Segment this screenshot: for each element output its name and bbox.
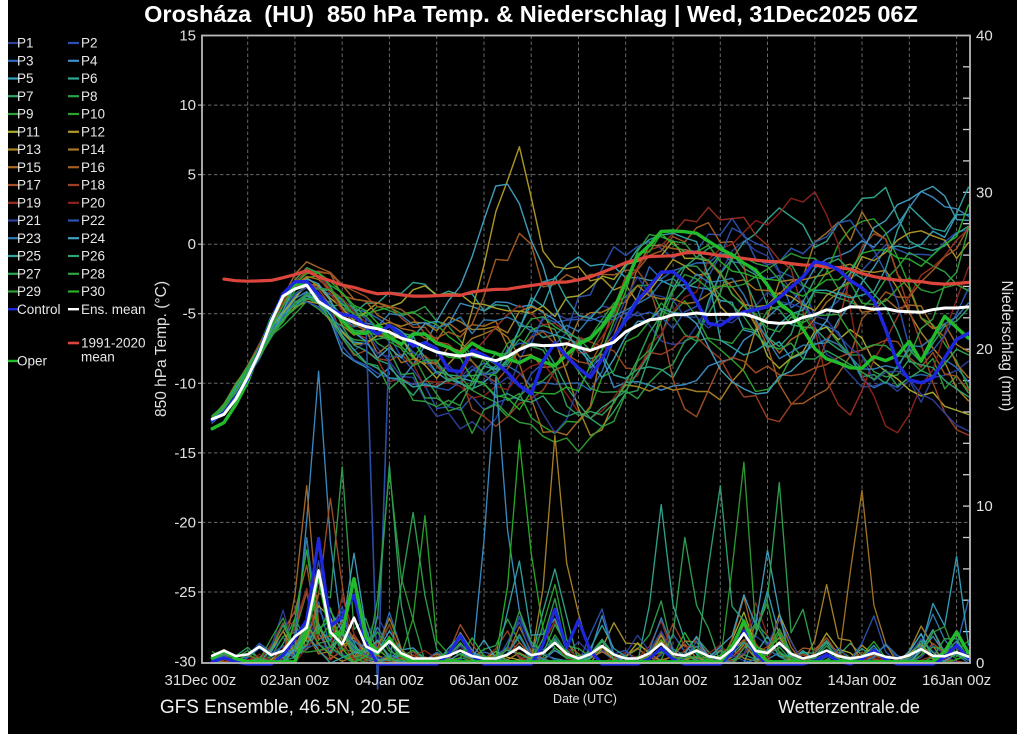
svg-text:-10: -10 [174, 375, 196, 392]
svg-text:0: 0 [188, 236, 196, 253]
svg-text:P16: P16 [81, 160, 105, 175]
svg-text:06Jan 00z: 06Jan 00z [449, 672, 518, 689]
svg-text:15: 15 [179, 28, 196, 45]
svg-text:P1: P1 [17, 36, 34, 51]
svg-text:P10: P10 [81, 107, 105, 122]
svg-text:P7: P7 [17, 89, 34, 104]
svg-text:P13: P13 [17, 142, 41, 157]
svg-text:P8: P8 [81, 89, 98, 104]
svg-text:04Jan 00z: 04Jan 00z [355, 672, 424, 689]
svg-text:P14: P14 [81, 142, 106, 157]
svg-text:5: 5 [188, 167, 196, 184]
svg-text:P23: P23 [17, 231, 41, 246]
svg-text:10Jan 00z: 10Jan 00z [638, 672, 707, 689]
svg-text:30: 30 [976, 184, 993, 201]
svg-text:P5: P5 [17, 71, 34, 86]
svg-text:-30: -30 [174, 654, 196, 671]
svg-text:Date (UTC): Date (UTC) [553, 692, 617, 706]
svg-text:10: 10 [976, 498, 993, 515]
svg-text:P24: P24 [81, 231, 106, 246]
svg-text:Control: Control [17, 302, 61, 317]
svg-text:31Dec 00z: 31Dec 00z [165, 672, 237, 689]
svg-text:P21: P21 [17, 213, 41, 228]
svg-text:P29: P29 [17, 284, 41, 299]
svg-text:P22: P22 [81, 213, 105, 228]
svg-text:14Jan 00z: 14Jan 00z [827, 672, 896, 689]
svg-text:P4: P4 [81, 53, 98, 68]
svg-text:0: 0 [976, 655, 984, 672]
svg-text:-15: -15 [174, 445, 196, 462]
svg-text:mean: mean [81, 350, 115, 365]
svg-text:Niederschlag (mm): Niederschlag (mm) [998, 281, 1015, 412]
svg-text:Oper: Oper [17, 354, 48, 369]
svg-text:P19: P19 [17, 195, 41, 210]
svg-text:Orosháza (HU) 850 hPa Temp.: Orosháza (HU) 850 hPa Temp. & Niederschl… [144, 1, 918, 27]
svg-text:P12: P12 [81, 124, 105, 139]
svg-text:P2: P2 [81, 36, 98, 51]
svg-text:P9: P9 [17, 107, 34, 122]
svg-text:16Jan 00z: 16Jan 00z [922, 672, 991, 689]
svg-text:P26: P26 [81, 249, 105, 264]
svg-text:20: 20 [976, 341, 993, 358]
svg-text:-20: -20 [174, 514, 196, 531]
svg-text:-5: -5 [183, 306, 196, 323]
svg-text:12Jan 00z: 12Jan 00z [733, 672, 802, 689]
svg-text:P6: P6 [81, 71, 98, 86]
svg-text:P27: P27 [17, 266, 41, 281]
svg-text:P3: P3 [17, 53, 34, 68]
svg-text:-25: -25 [174, 584, 196, 601]
svg-text:Ens. mean: Ens. mean [81, 302, 146, 317]
svg-text:10: 10 [179, 97, 196, 114]
svg-text:Wetterzentrale.de: Wetterzentrale.de [778, 697, 920, 717]
svg-text:GFS Ensemble, 46.5N, 20.5E: GFS Ensemble, 46.5N, 20.5E [160, 697, 410, 718]
svg-text:P15: P15 [17, 160, 41, 175]
svg-text:1991-2020: 1991-2020 [81, 336, 146, 351]
svg-text:02Jan 00z: 02Jan 00z [260, 672, 329, 689]
svg-text:40: 40 [976, 27, 993, 44]
svg-text:P28: P28 [81, 266, 105, 281]
svg-text:P20: P20 [81, 195, 105, 210]
svg-text:P18: P18 [81, 178, 105, 193]
svg-text:P25: P25 [17, 249, 41, 264]
svg-text:P11: P11 [17, 124, 40, 139]
svg-text:P30: P30 [81, 284, 105, 299]
svg-text:850 hPa Temp. (°C): 850 hPa Temp. (°C) [153, 281, 170, 417]
svg-text:08Jan 00z: 08Jan 00z [544, 672, 613, 689]
svg-text:P17: P17 [17, 178, 41, 193]
